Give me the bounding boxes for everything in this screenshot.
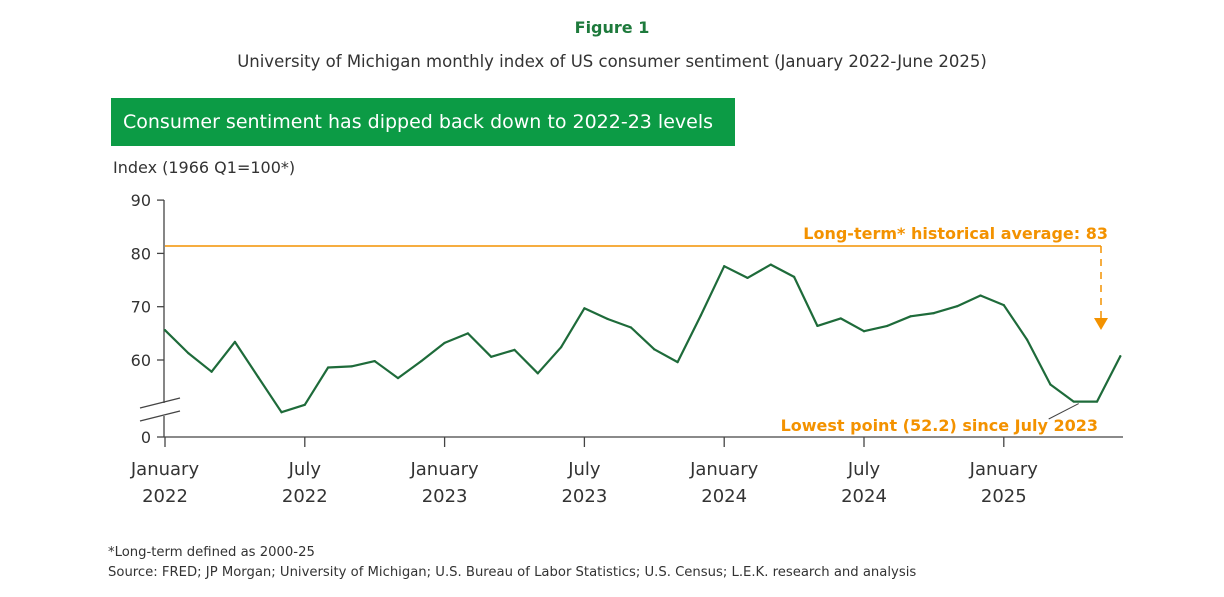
chart-title-banner: Consumer sentiment has dipped back down … [111, 98, 735, 146]
down-arrow-icon [1094, 318, 1108, 330]
data-point [746, 276, 749, 280]
annotation-label: Lowest point (52.2) since July 2023 [781, 416, 1098, 435]
data-point [257, 375, 260, 379]
data-point [676, 361, 679, 364]
y-tick-label: 90 [131, 191, 151, 210]
data-point [886, 324, 889, 327]
x-tick-label-year: 2024 [841, 486, 887, 507]
y-tick-label: 70 [131, 298, 151, 317]
chart-subtitle: University of Michigan monthly index of … [237, 52, 987, 71]
axis-break-mark-upper [139, 397, 181, 409]
x-tick-label-month: July [847, 459, 881, 480]
data-point [1119, 355, 1122, 358]
data-point [187, 351, 190, 355]
x-tick-label-month: January [689, 459, 759, 480]
data-point [1049, 383, 1052, 386]
data-point [723, 265, 726, 268]
data-point [862, 330, 866, 333]
data-point [956, 305, 959, 308]
data-point [629, 326, 633, 329]
data-point [327, 366, 330, 369]
data-point [839, 317, 842, 320]
annotation-leader-line [1048, 403, 1079, 420]
x-tick-label-month: July [567, 459, 601, 480]
x-tick-label-year: 2023 [561, 486, 607, 507]
x-tick-label-year: 2022 [142, 486, 188, 507]
data-point [1026, 338, 1029, 341]
figure-label: Figure 1 [574, 18, 650, 37]
data-point [1002, 304, 1005, 307]
data-point [769, 263, 772, 266]
y-tick-label: 60 [131, 351, 151, 370]
axis-break-mark-lower [139, 410, 181, 422]
data-point [979, 294, 982, 297]
data-point [490, 355, 493, 358]
data-point [350, 365, 353, 368]
data-point [699, 314, 703, 317]
series-group [163, 263, 1122, 414]
data-point [932, 311, 936, 315]
data-point [560, 346, 563, 349]
data-point [583, 307, 586, 310]
x-tick-label-year: 2023 [422, 486, 468, 507]
y-tick-label: 0 [141, 428, 151, 447]
data-point [1095, 400, 1099, 403]
data-point [233, 340, 236, 343]
reference-line-label: Long-term* historical average: 83 [803, 224, 1108, 243]
chart-axes: 0 60 70 80 90 January 2022 July 2022 January 2023 J… [130, 191, 1123, 507]
data-point [816, 324, 819, 327]
data-point [443, 341, 446, 345]
data-point [1072, 400, 1075, 403]
footnote-source: Source: FRED; JP Morgan; University of M… [108, 565, 917, 580]
data-point [466, 332, 469, 335]
annotation-group: Lowest point (52.2) since July 2023 [781, 403, 1098, 435]
data-point [373, 359, 376, 363]
y-axis-label: Index (1966 Q1=100*) [113, 158, 296, 177]
data-point [653, 348, 656, 351]
data-point [396, 377, 400, 380]
y-tick-label: 80 [131, 244, 151, 263]
x-tick-label-month: January [969, 459, 1039, 480]
data-point [280, 411, 283, 414]
series-line [163, 263, 1122, 414]
data-point [420, 359, 423, 363]
data-point [793, 275, 796, 278]
data-point [163, 329, 167, 332]
x-tick-label-month: January [409, 459, 479, 480]
data-point [606, 317, 609, 321]
reference-line-group: Long-term* historical average: 83 [165, 224, 1108, 330]
x-tick-label-year: 2022 [282, 486, 328, 507]
data-point [210, 370, 213, 373]
data-point [909, 315, 912, 318]
data-point [303, 403, 306, 406]
x-tick-label-year: 2025 [981, 486, 1027, 507]
data-point [536, 372, 539, 375]
footnote-definition: *Long-term defined as 2000-25 [108, 545, 315, 560]
x-tick-label-month: January [130, 459, 200, 480]
x-tick-label-year: 2024 [701, 486, 747, 507]
data-point [513, 348, 516, 351]
x-tick-label-month: July [288, 459, 322, 480]
